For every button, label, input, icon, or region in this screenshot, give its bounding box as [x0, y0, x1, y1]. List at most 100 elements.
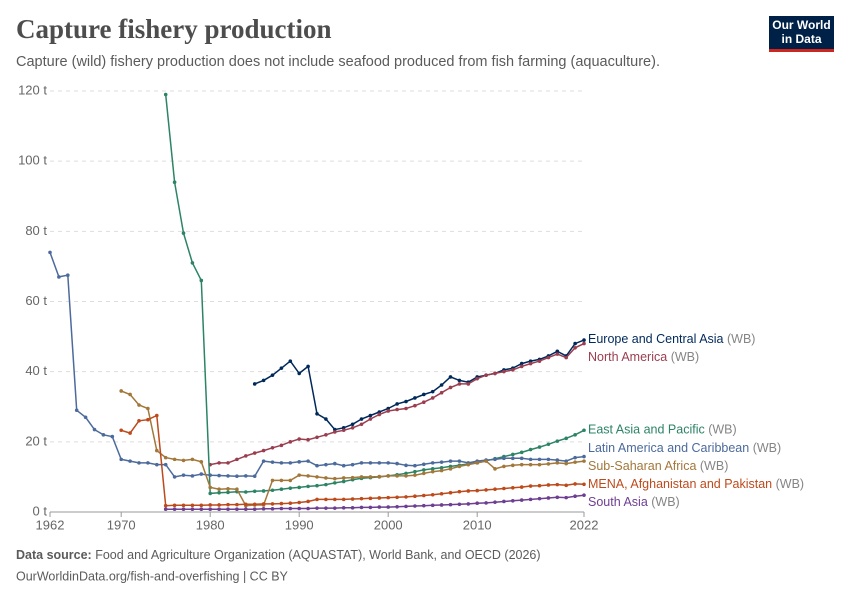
- data-point: [457, 464, 462, 469]
- data-point: [190, 474, 195, 478]
- data-point: [439, 491, 444, 496]
- data-point: [226, 487, 230, 491]
- x-tick-label: 1990: [285, 517, 314, 532]
- data-point: [413, 473, 417, 477]
- data-point: [350, 475, 355, 480]
- x-tick-label: 1962: [36, 517, 65, 532]
- data-point: [439, 383, 444, 387]
- data-point: [430, 469, 435, 474]
- data-point: [48, 250, 52, 255]
- series-suffix: (WB): [700, 459, 728, 473]
- data-point: [359, 505, 364, 510]
- data-point: [528, 361, 533, 366]
- data-point: [546, 442, 551, 447]
- data-point: [582, 493, 586, 497]
- data-point: [146, 406, 150, 411]
- data-point: [341, 479, 346, 484]
- series-name: MENA, Afghanistan and Pakistan: [588, 477, 772, 491]
- data-point: [519, 364, 524, 369]
- data-point: [466, 489, 471, 493]
- data-point: [172, 475, 177, 479]
- series-label: East Asia and Pacific (WB): [588, 423, 737, 437]
- data-point: [261, 489, 266, 493]
- data-point: [172, 457, 177, 462]
- data-point: [270, 502, 275, 506]
- data-point: [146, 461, 150, 465]
- data-point: [448, 459, 453, 463]
- data-point: [350, 426, 355, 430]
- data-point: [306, 474, 310, 478]
- data-point: [439, 465, 444, 470]
- data-point: [350, 505, 355, 510]
- data-point: [564, 495, 568, 500]
- data-point: [244, 507, 248, 511]
- data-point: [270, 478, 275, 483]
- data-point: [128, 431, 132, 435]
- data-point: [582, 338, 586, 342]
- data-point: [217, 490, 221, 495]
- series-suffix: (WB): [727, 332, 755, 346]
- data-point: [244, 474, 248, 478]
- data-point: [493, 457, 497, 462]
- data-point: [235, 487, 239, 491]
- data-point: [413, 504, 417, 508]
- data-point: [422, 462, 426, 467]
- series-name: North America: [588, 350, 667, 364]
- data-point: [288, 506, 293, 511]
- data-point: [359, 417, 364, 421]
- data-point: [190, 507, 195, 511]
- series-label: MENA, Afghanistan and Pakistan (WB): [588, 477, 804, 491]
- data-point: [395, 461, 399, 466]
- data-point: [333, 481, 337, 485]
- data-point: [493, 467, 497, 471]
- data-point: [199, 503, 204, 508]
- data-point: [128, 392, 132, 397]
- y-tick-label: 100 t: [18, 153, 47, 168]
- series-label: South Asia (WB): [588, 495, 680, 509]
- data-point: [333, 476, 337, 481]
- data-point: [502, 464, 506, 469]
- data-point: [226, 507, 230, 511]
- data-point: [235, 474, 239, 479]
- data-point: [297, 473, 302, 477]
- data-point: [244, 502, 248, 507]
- data-point: [466, 462, 471, 467]
- source-text: Food and Agriculture Organization (AQUAS…: [95, 548, 540, 562]
- data-point: [555, 439, 560, 443]
- data-point: [439, 460, 444, 464]
- data-point: [297, 500, 302, 505]
- series-line: [165, 494, 585, 510]
- data-point: [57, 275, 61, 279]
- data-point: [519, 361, 524, 366]
- data-point: [333, 430, 337, 434]
- data-point: [137, 418, 141, 423]
- x-tick-label: 2022: [570, 517, 599, 532]
- data-point: [244, 454, 248, 458]
- data-point: [324, 433, 328, 437]
- data-point: [448, 375, 453, 379]
- data-point: [537, 483, 542, 488]
- data-point: [484, 488, 488, 492]
- data-point: [315, 463, 319, 468]
- data-point: [386, 461, 391, 465]
- data-point: [341, 476, 346, 480]
- data-point: [306, 506, 310, 511]
- data-point: [377, 412, 382, 417]
- data-point: [457, 382, 462, 386]
- data-point: [484, 501, 488, 505]
- data-point: [422, 468, 426, 472]
- data-point: [582, 341, 586, 346]
- data-point: [475, 376, 480, 381]
- data-point: [493, 487, 497, 491]
- data-point: [430, 503, 435, 508]
- data-point: [315, 483, 319, 488]
- data-point: [430, 467, 435, 471]
- data-point: [279, 501, 284, 506]
- data-point: [288, 486, 293, 490]
- data-point: [226, 502, 230, 507]
- data-point: [475, 501, 480, 506]
- data-point: [395, 474, 399, 478]
- data-point: [270, 460, 275, 464]
- y-tick-label: 60 t: [25, 293, 47, 308]
- data-point: [261, 448, 266, 453]
